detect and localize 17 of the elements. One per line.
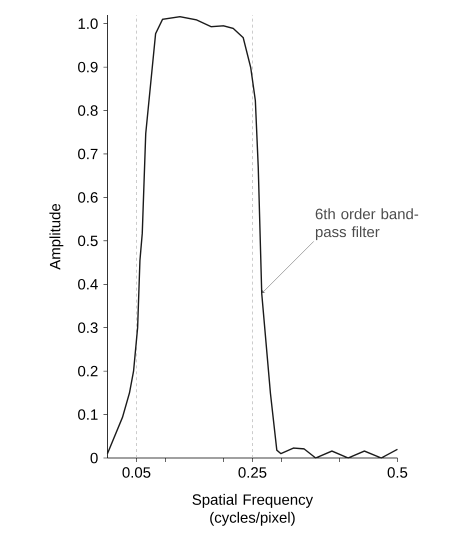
y-tick-label: 0.4 — [78, 278, 98, 290]
y-tick-label: 0.7 — [78, 148, 98, 160]
y-tick-label: 0.5 — [78, 236, 98, 246]
y-tick-label: 0.9 — [78, 62, 98, 72]
y-tick-label: 0.3 — [78, 322, 98, 333]
y-tick-label: 0.1 — [78, 409, 98, 420]
y-tick-label: 0 — [90, 452, 98, 464]
y-tick-label: 0.6 — [78, 192, 98, 203]
annotation: 6th order band-pass filter — [316, 208, 418, 240]
x-tick-label: 0.25 — [238, 467, 266, 478]
x-tick-label: 0.05 — [122, 467, 150, 478]
y-tick-label: 1.0 — [78, 18, 98, 29]
y-tick-label: 0.8 — [78, 105, 98, 116]
y-axis-title: Amplitude — [49, 204, 64, 270]
y-tick-label: 0.2 — [78, 366, 98, 376]
x-tick-label: 0.5 — [387, 467, 407, 478]
x-axis-title: Spatial Frequency (cycles/pixel) — [192, 494, 313, 526]
